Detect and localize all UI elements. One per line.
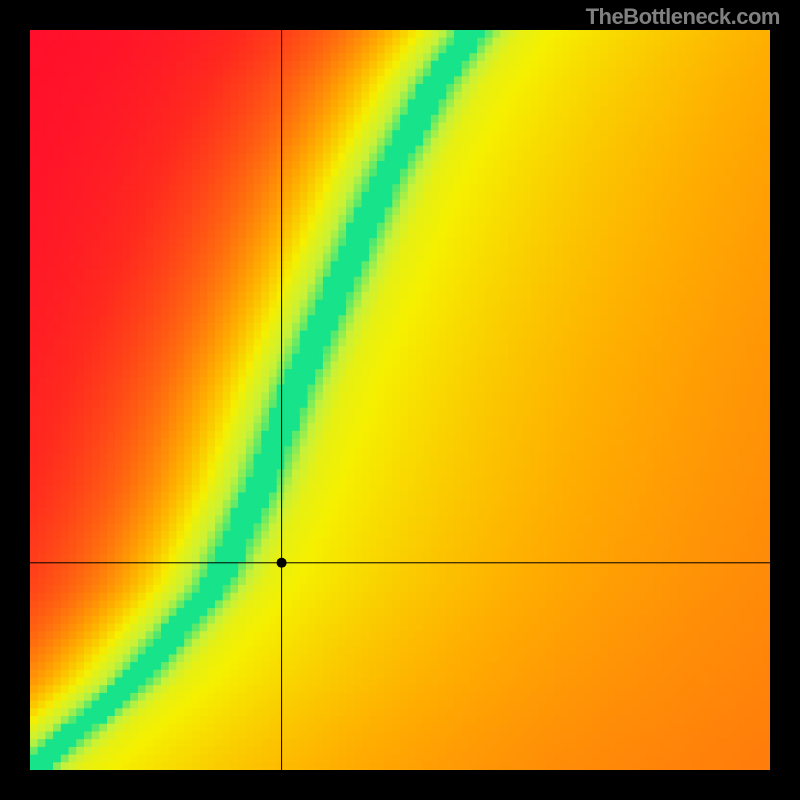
bottleneck-heatmap xyxy=(30,30,770,770)
attribution-text: TheBottleneck.com xyxy=(586,4,780,30)
